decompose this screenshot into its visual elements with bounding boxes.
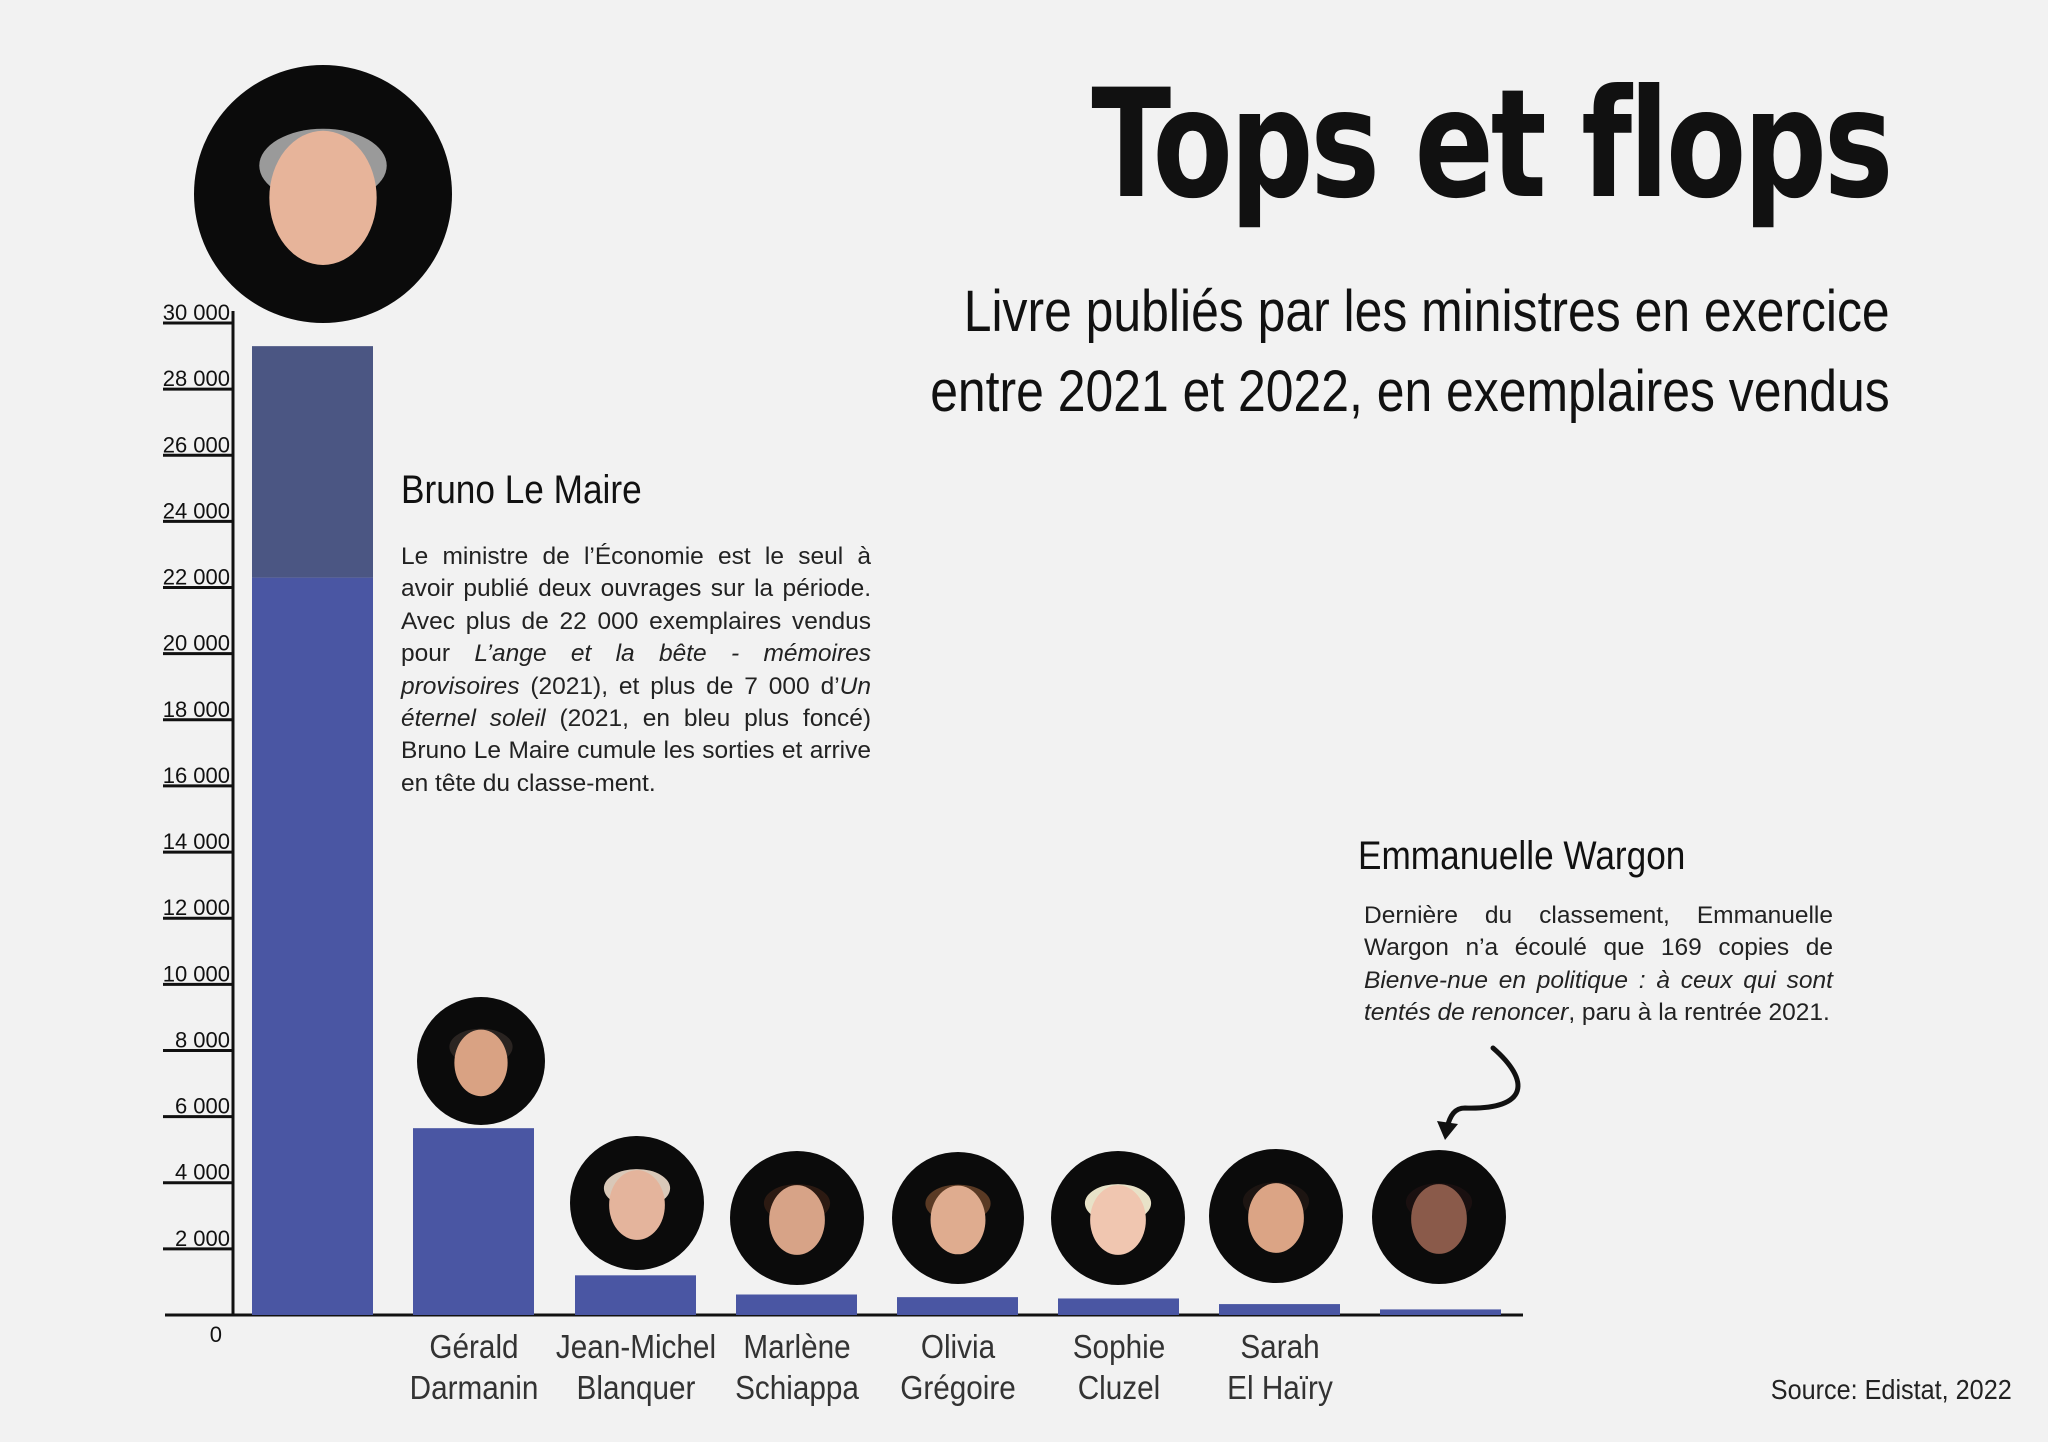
y-tick-label: 4 000 [175, 1160, 230, 1185]
annotation-wargon-name: Emmanuelle Wargon [1358, 834, 1686, 878]
x-tick-label-line: Marlène [742, 1328, 851, 1365]
x-tick-label: Jean-Michel Blanquer [550, 1326, 721, 1408]
y-tick-label: 0 [210, 1322, 222, 1347]
y-tick-label: 12 000 [163, 895, 230, 920]
x-tick-label-line: Darmanin [409, 1369, 538, 1406]
bar [1219, 1304, 1340, 1315]
bar [1380, 1309, 1501, 1315]
x-tick-label-line: Cluzel [1077, 1369, 1160, 1406]
y-tick-label: 18 000 [163, 697, 230, 722]
x-tick-label: Olivia Grégoire [872, 1326, 1043, 1408]
subtitle-line-2: entre 2021 et 2022, en exemplaires vendu… [930, 359, 1890, 424]
portrait-avatar [892, 1152, 1024, 1284]
x-tick-label: Sarah El Haïry [1194, 1326, 1365, 1408]
x-tick-label-line: Olivia [920, 1328, 995, 1365]
x-tick-label-line: Gérald [428, 1328, 519, 1365]
annotation-bruno-text: Le ministre de l’Économie est le seul à … [401, 541, 871, 800]
y-axis: 0 2 000 4 000 6 000 8 000 10 000 12 000 14 000 1… [163, 300, 1523, 1347]
annotation-bruno-name: Bruno Le Maire [401, 468, 642, 512]
x-tick-label-line: El Haïry [1226, 1369, 1333, 1406]
x-tick-label: Gérald Darmanin [388, 1326, 559, 1408]
y-tick-label: 10 000 [163, 961, 230, 986]
y-tick-label: 14 000 [163, 829, 230, 854]
bar [575, 1275, 696, 1315]
x-tick-label-line: Sarah [1239, 1328, 1320, 1365]
x-tick-label-line: Schiappa [734, 1369, 859, 1406]
portrait-face [454, 1029, 508, 1097]
y-tick-label: 22 000 [163, 565, 230, 590]
portraits [194, 65, 1506, 1285]
book-title: Bienve-nue en politique : à ceux qui son… [1364, 966, 1833, 1027]
portrait-face [1411, 1184, 1467, 1254]
source-note: Source: Edistat, 2022 [1771, 1374, 2012, 1405]
x-tick-label: Marlène Schiappa [711, 1326, 882, 1408]
portrait-avatar [1051, 1151, 1185, 1285]
y-tick-label: 6 000 [175, 1094, 230, 1119]
y-tick-label: 2 000 [175, 1226, 230, 1251]
arrow-head-icon [1437, 1121, 1458, 1140]
x-tick-label-line: Sophie [1072, 1328, 1165, 1365]
bars [252, 346, 1501, 1315]
portrait-face [769, 1185, 825, 1255]
annotation-text-part: (2021, en bleu plus foncé) Bruno Le Mair… [401, 705, 871, 797]
portrait-face [1248, 1183, 1304, 1253]
portrait-avatar [570, 1136, 704, 1270]
bar [736, 1294, 857, 1315]
x-tick-label-line: Grégoire [899, 1369, 1016, 1406]
book-title: Un éternel soleil [401, 672, 871, 733]
y-tick-label: 30 000 [163, 300, 230, 325]
book-title: L’ange et la bête - mémoires provisoires [401, 640, 871, 700]
annotation-text-part: Le ministre de l’Économie est le seul à … [401, 543, 871, 668]
bar [897, 1297, 1018, 1315]
annotation-text-part: , paru à la rentrée 2021. [1568, 999, 1830, 1027]
portrait-face [269, 130, 377, 265]
bar [1058, 1298, 1179, 1315]
y-tick-label: 16 000 [163, 763, 230, 788]
annotation-text-part: (2021), et plus de 7 000 d’ [519, 672, 840, 700]
page-title: Tops et flops [1090, 58, 1893, 232]
x-tick-label-line: Blanquer [576, 1369, 695, 1406]
subtitle-line-1: Livre publiés par les ministres en exerc… [964, 279, 1890, 344]
arrow-icon [1444, 1045, 1521, 1131]
bar [252, 577, 373, 1315]
annotation-wargon-text: Dernière du classement, Emmanuelle Wargo… [1364, 900, 1833, 1030]
annotation-text-part: Dernière du classement, Emmanuelle Wargo… [1364, 902, 1833, 962]
portrait-avatar [1372, 1150, 1506, 1284]
y-tick-label: 20 000 [163, 631, 230, 656]
bar [413, 1128, 534, 1315]
y-tick-label: 8 000 [175, 1027, 230, 1052]
y-tick-label: 26 000 [163, 432, 230, 457]
subtitle: Livre publiés par les ministres en exerc… [931, 272, 1890, 432]
x-tick-label: Sophie Cluzel [1033, 1326, 1204, 1408]
portrait-avatar [1209, 1149, 1343, 1283]
portrait-avatar [417, 997, 545, 1125]
portrait-face [609, 1170, 665, 1240]
y-tick-label: 28 000 [163, 366, 230, 391]
x-tick-label-line: Jean-Michel [555, 1328, 716, 1365]
portrait-face [1090, 1185, 1146, 1255]
bar-segment-second-book [252, 346, 373, 578]
portrait-face [930, 1185, 986, 1255]
portrait-avatar [730, 1151, 864, 1285]
y-tick-label: 24 000 [163, 498, 230, 523]
portrait-avatar [194, 65, 452, 323]
